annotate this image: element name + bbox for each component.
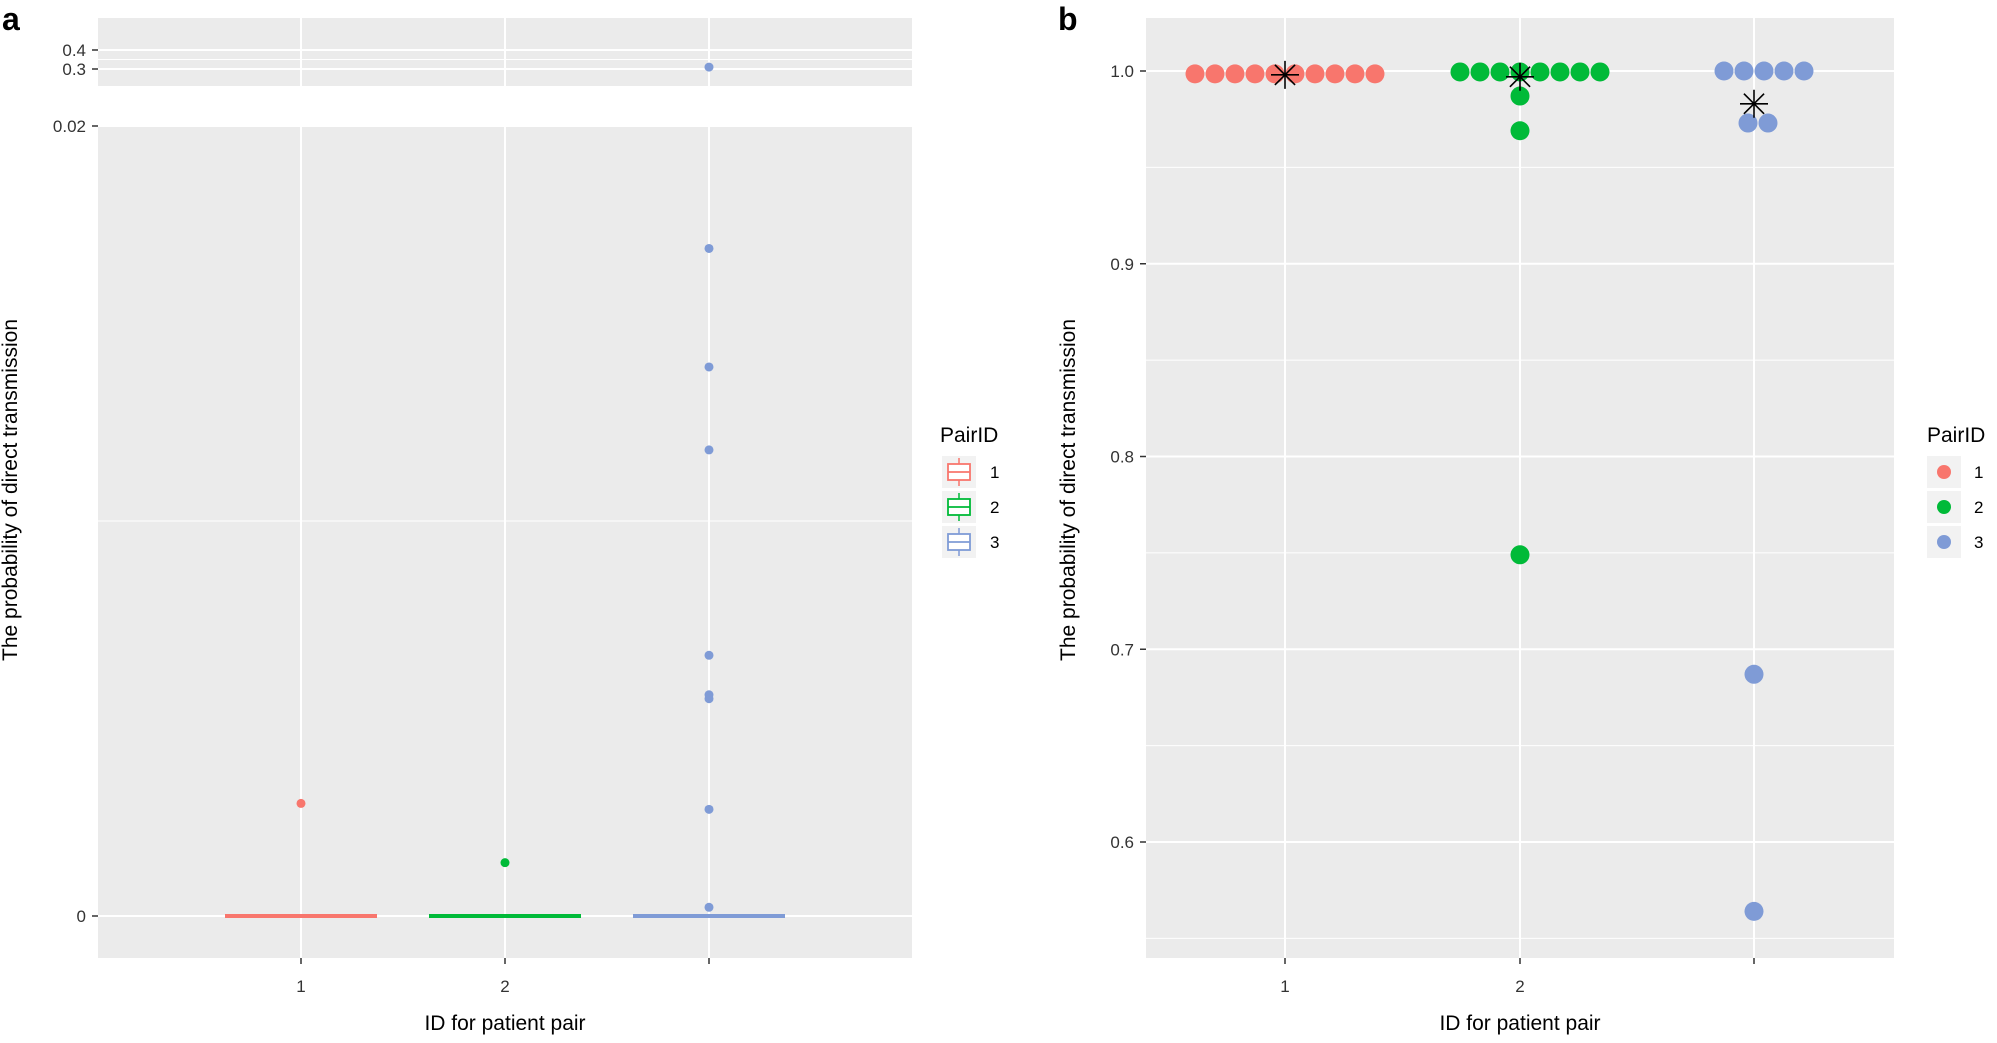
panel-b-x-tick-label: 1 xyxy=(1280,977,1289,996)
panel-a-legend-label: 2 xyxy=(990,498,999,517)
panel-b-data-point xyxy=(1744,901,1764,921)
panel-b-data-point xyxy=(1490,62,1510,82)
panel-a-outlier-point xyxy=(704,690,714,700)
panel-b-data-point xyxy=(1510,545,1530,565)
panel-a-letter: a xyxy=(2,1,20,37)
panel-b: b 0.60.70.80.91.01 2 ID for patient pair … xyxy=(1057,1,1985,1035)
panel-b-data-point xyxy=(1754,61,1774,81)
panel-b-mean-asterisk xyxy=(1506,62,1534,91)
panel-b-y-tick-label: 0.7 xyxy=(1110,640,1134,659)
panel-a-legend-label: 3 xyxy=(990,533,999,552)
panel-b-legend-label: 1 xyxy=(1974,463,1983,482)
panel-a-marks xyxy=(225,62,785,918)
panel-b-data-point xyxy=(1570,62,1590,82)
panel-a-y-tick-label: 0 xyxy=(77,907,86,926)
panel-a-y-tick-label: 0.3 xyxy=(62,60,86,79)
panel-b-data-point xyxy=(1345,64,1365,84)
panel-b-x-axis-label: ID for patient pair xyxy=(1439,1012,1600,1035)
panel-a-x-tick-label: 2 xyxy=(500,977,509,996)
panel-b-data-point xyxy=(1325,64,1345,84)
panel-b-data-point xyxy=(1450,62,1470,82)
panel-b-data-point xyxy=(1185,64,1205,84)
panel-a-outlier-point xyxy=(500,858,510,868)
panel-a-y-tick-label: 0.02 xyxy=(53,117,86,136)
panel-a-legend: PairID 1 2 3 xyxy=(940,424,999,558)
panel-b-legend-label: 2 xyxy=(1974,498,1983,517)
panel-a-outlier-point xyxy=(704,445,714,455)
panel-b-legend-key-dot xyxy=(1937,535,1951,549)
panel-b-data-point xyxy=(1794,61,1814,81)
panel-b-y-tick-label: 0.6 xyxy=(1110,833,1134,852)
panel-b-data-point xyxy=(1714,61,1734,81)
panel-b-data-point xyxy=(1245,64,1265,84)
asterisk-stroke xyxy=(1509,66,1531,88)
panel-a-legend-title: PairID xyxy=(940,424,998,447)
panel-b-data-point xyxy=(1530,62,1550,82)
panel-a-y-axis-label: The probability of direct transmission xyxy=(0,319,22,661)
panel-a-x-axis-label: ID for patient pair xyxy=(424,1012,585,1035)
panel-a-outlier-point xyxy=(704,62,714,72)
panel-b-x-tick-label: 2 xyxy=(1515,977,1524,996)
panel-a-outlier-point xyxy=(704,362,714,372)
panel-b-data-point xyxy=(1305,64,1325,84)
panel-b-data-point xyxy=(1734,61,1754,81)
panel-b-data-point xyxy=(1285,64,1305,84)
panel-a-outlier-point xyxy=(704,804,714,814)
panel-b-data-point xyxy=(1550,62,1570,82)
panel-b-legend-key-dot xyxy=(1937,500,1951,514)
panel-a-gridlines xyxy=(98,18,912,958)
panel-b-legend-key-dot xyxy=(1937,465,1951,479)
panel-a-outlier-point xyxy=(704,243,714,253)
panel-b-data-point xyxy=(1365,64,1385,84)
panel-b-data-point xyxy=(1738,113,1758,133)
panel-a-x-tick-label: 1 xyxy=(296,977,305,996)
panel-b-marks xyxy=(1185,60,1814,921)
asterisk-stroke xyxy=(1274,64,1296,86)
panel-b-data-point xyxy=(1265,64,1285,84)
panel-b-data-point xyxy=(1774,61,1794,81)
panel-a-ticks: 0 0.02 0.30.4 1 2 xyxy=(53,41,710,996)
panel-b-y-tick-label: 0.9 xyxy=(1110,255,1134,274)
panel-a-outlier-point xyxy=(704,650,714,660)
panel-b-y-axis-label: The probability of direct transmission xyxy=(1057,319,1080,661)
panel-a: a 0 0.02 0.30.4 1 2 ID for patient pair The … xyxy=(0,1,999,1035)
panel-b-data-point xyxy=(1205,64,1225,84)
panel-b-data-point xyxy=(1590,62,1610,82)
panel-a-legend-label: 1 xyxy=(990,463,999,482)
panel-b-data-point xyxy=(1744,664,1764,684)
panel-b-data-point xyxy=(1510,86,1530,106)
panel-b-ticks: 0.6 0.7 0.8 0.9 1.0 1 2 xyxy=(1110,62,1755,996)
panel-b-legend-title: PairID xyxy=(1927,424,1985,447)
panel-a-y-tick-label: 0.4 xyxy=(62,41,86,60)
panel-a-outlier-point xyxy=(296,798,306,808)
panel-b-legend: PairID 1 2 3 xyxy=(1927,424,1985,558)
panel-b-data-point xyxy=(1758,113,1778,133)
panel-b-data-point xyxy=(1225,64,1245,84)
panel-b-data-point xyxy=(1510,121,1530,141)
panel-b-y-tick-label: 0.8 xyxy=(1110,448,1134,467)
panel-b-y-tick-label: 1.0 xyxy=(1110,62,1134,81)
panel-b-letter: b xyxy=(1058,1,1078,37)
panel-a-outlier-point xyxy=(704,902,714,912)
asterisk-stroke xyxy=(1743,93,1765,115)
panel-b-legend-label: 3 xyxy=(1974,533,1983,552)
panel-b-mean-asterisk xyxy=(1271,60,1299,89)
panel-b-mean-asterisk xyxy=(1740,89,1768,118)
panel-b-data-point xyxy=(1470,62,1490,82)
